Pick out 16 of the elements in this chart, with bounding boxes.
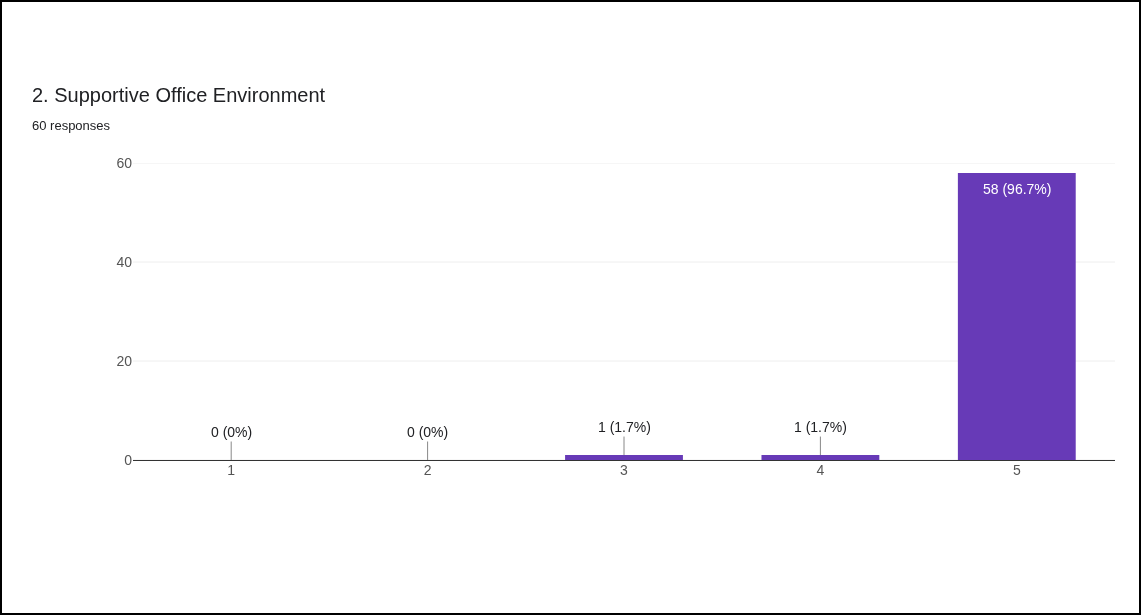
data-label: 0 (0%) [407, 424, 449, 440]
x-tick-label: 2 [423, 462, 432, 478]
x-tick-label: 3 [620, 462, 629, 478]
y-tick-label: 0 [124, 451, 133, 468]
y-tick-label: 20 [116, 352, 133, 369]
y-tick-label: 40 [116, 253, 133, 270]
data-label: 58 (96.7%) [983, 181, 1052, 197]
data-label: 0 (0%) [211, 424, 253, 440]
chart-subtitle: 60 responses [32, 118, 111, 133]
y-tick-label: 60 [116, 154, 133, 171]
x-tick-label: 5 [1012, 462, 1021, 478]
x-tick-label: 4 [816, 462, 825, 478]
data-label: 1 (1.7%) [598, 419, 651, 435]
x-tick-label: 1 [227, 462, 236, 478]
data-label: 1 (1.7%) [794, 419, 847, 435]
chart-title: 2. Supportive Office Environment [32, 84, 326, 107]
